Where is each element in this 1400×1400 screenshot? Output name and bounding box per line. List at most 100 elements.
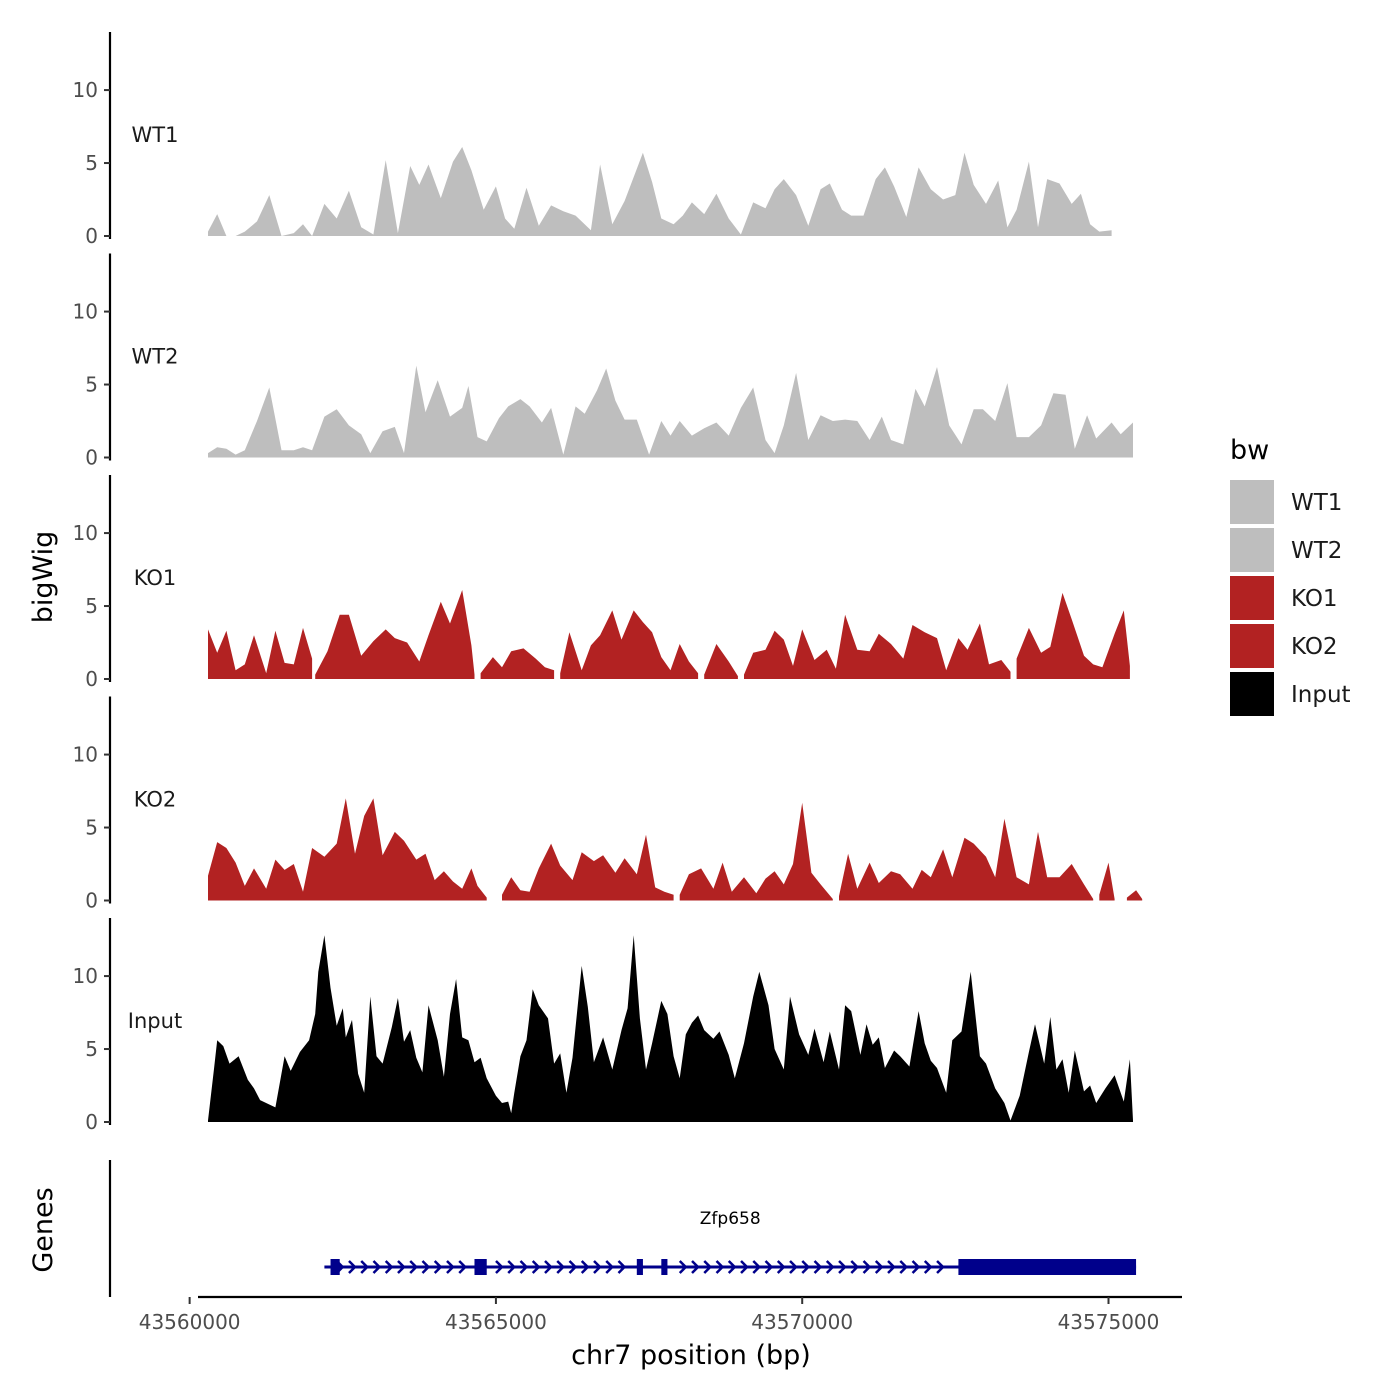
signal-area-ko1-3 — [560, 610, 699, 679]
y-tick-label: 0 — [85, 1110, 98, 1134]
signal-area-ko2-2 — [679, 802, 833, 901]
x-tick-label: 43565000 — [445, 1310, 547, 1334]
y-tick-label: 10 — [73, 964, 98, 988]
y-tick-label: 10 — [73, 78, 98, 102]
track-label-input: Input — [128, 1009, 182, 1033]
signal-area-ko1-5 — [744, 614, 1011, 679]
x-tick-label: 43570000 — [751, 1310, 853, 1334]
track-label-ko1: KO1 — [134, 566, 177, 590]
strand-arrow — [850, 1260, 860, 1274]
signal-area-ko2-5 — [1126, 890, 1143, 901]
track-wt1: 0 5 10 WT1 — [73, 32, 1112, 248]
y-axis-title: bigWig — [28, 531, 59, 624]
y-tick-label: 5 — [85, 1037, 98, 1061]
gene-exon-1 — [474, 1259, 487, 1275]
genes-axis-title: Genes — [28, 1187, 59, 1272]
signal-area-ko1-2 — [480, 648, 555, 679]
signal-area-ko2-3 — [839, 818, 1094, 901]
track-label-ko2: KO2 — [134, 788, 177, 812]
strand-arrow — [531, 1260, 541, 1274]
strand-arrow — [825, 1260, 835, 1274]
legend-swatch-ko2 — [1230, 624, 1274, 668]
strand-arrow — [923, 1260, 933, 1274]
strand-arrow — [715, 1260, 725, 1274]
strand-arrow — [348, 1260, 357, 1274]
strand-arrow — [458, 1260, 467, 1274]
legend-swatch-wt2 — [1230, 528, 1274, 572]
gene-exon-2 — [636, 1259, 643, 1275]
strand-arrow — [936, 1260, 945, 1274]
legend-label-wt2: WT2 — [1291, 538, 1342, 564]
strand-arrow — [433, 1260, 443, 1274]
x-tick-label: 43575000 — [1058, 1310, 1160, 1334]
x-axis-title: chr7 position (bp) — [571, 1340, 811, 1371]
signal-area-wt2-0 — [208, 365, 1133, 458]
strand-arrow — [752, 1260, 762, 1274]
y-tick-label: 0 — [85, 224, 98, 248]
gene-name-label: Zfp658 — [700, 1209, 761, 1229]
y-tick-label: 10 — [73, 521, 98, 545]
signal-area-ko1-4 — [704, 644, 738, 679]
strand-arrow — [801, 1260, 811, 1274]
strand-arrow — [397, 1260, 406, 1274]
strand-arrow — [495, 1260, 504, 1274]
track-panels: 0 5 10 WT1 0 5 10 WT2 0 5 10 KO1 0 5 10 KO2 0 5 10 Input — [73, 32, 1143, 1134]
signal-area-wt1-0 — [208, 147, 1112, 236]
strand-arrow — [360, 1260, 369, 1274]
track-input: 0 5 10 Input — [73, 918, 1133, 1134]
strand-arrow — [703, 1260, 713, 1274]
strand-arrow — [409, 1260, 418, 1274]
strand-arrow — [887, 1260, 896, 1274]
strand-arrow — [727, 1260, 737, 1274]
legend-label-ko1: KO1 — [1291, 586, 1338, 612]
legend-title: bw — [1230, 435, 1269, 466]
y-tick-label: 0 — [85, 667, 98, 691]
strand-arrow — [862, 1260, 872, 1274]
signal-area-ko1-1 — [315, 590, 475, 679]
legend-label-input: Input — [1291, 682, 1351, 708]
strand-arrow — [568, 1260, 578, 1274]
y-tick-label: 5 — [85, 151, 98, 175]
signal-area-ko2-0 — [208, 798, 487, 901]
strand-arrow — [580, 1260, 590, 1274]
y-tick-label: 5 — [85, 816, 98, 840]
signal-area-ko2-1 — [502, 834, 674, 901]
strand-arrow — [507, 1260, 517, 1274]
legend-label-ko2: KO2 — [1291, 634, 1338, 660]
gene-exon-0 — [330, 1259, 340, 1275]
track-label-wt1: WT1 — [132, 123, 179, 147]
y-tick-label: 5 — [85, 373, 98, 397]
x-axis: 43560000 43565000 43570000 43575000 — [139, 1295, 1182, 1334]
strand-arrow — [421, 1260, 431, 1274]
legend: bw WT1 WT2 KO1 KO2 Input — [1230, 435, 1351, 716]
strand-arrow — [911, 1260, 921, 1274]
strand-arrow — [874, 1260, 884, 1274]
x-tick-label: 43560000 — [139, 1310, 241, 1334]
strand-arrow — [556, 1260, 566, 1274]
signal-area-ko2-4 — [1099, 862, 1115, 901]
strand-arrow — [764, 1260, 774, 1274]
strand-arrow — [740, 1260, 749, 1274]
gene-exon-4 — [958, 1259, 1137, 1275]
track-ko2: 0 5 10 KO2 — [73, 696, 1143, 913]
strand-arrow — [593, 1260, 602, 1274]
strand-arrow — [691, 1260, 700, 1274]
legend-swatch-input — [1230, 672, 1274, 716]
strand-arrow — [372, 1260, 382, 1274]
signal-area-ko1-0 — [208, 627, 313, 679]
gene-panel: Zfp658 — [108, 1160, 1137, 1297]
strand-arrow — [617, 1260, 627, 1274]
signal-area-ko1-6 — [1016, 592, 1130, 679]
gene-exon-3 — [661, 1259, 668, 1275]
signal-area-input-0 — [208, 935, 1133, 1122]
strand-arrow — [789, 1260, 798, 1274]
strand-arrow — [605, 1260, 615, 1274]
strand-arrow — [678, 1260, 688, 1274]
strand-arrow — [446, 1260, 455, 1274]
track-wt2: 0 5 10 WT2 — [73, 253, 1133, 470]
legend-swatch-ko1 — [1230, 576, 1274, 620]
y-tick-label: 10 — [73, 743, 98, 767]
y-tick-label: 0 — [85, 446, 98, 470]
strand-arrow — [519, 1260, 529, 1274]
